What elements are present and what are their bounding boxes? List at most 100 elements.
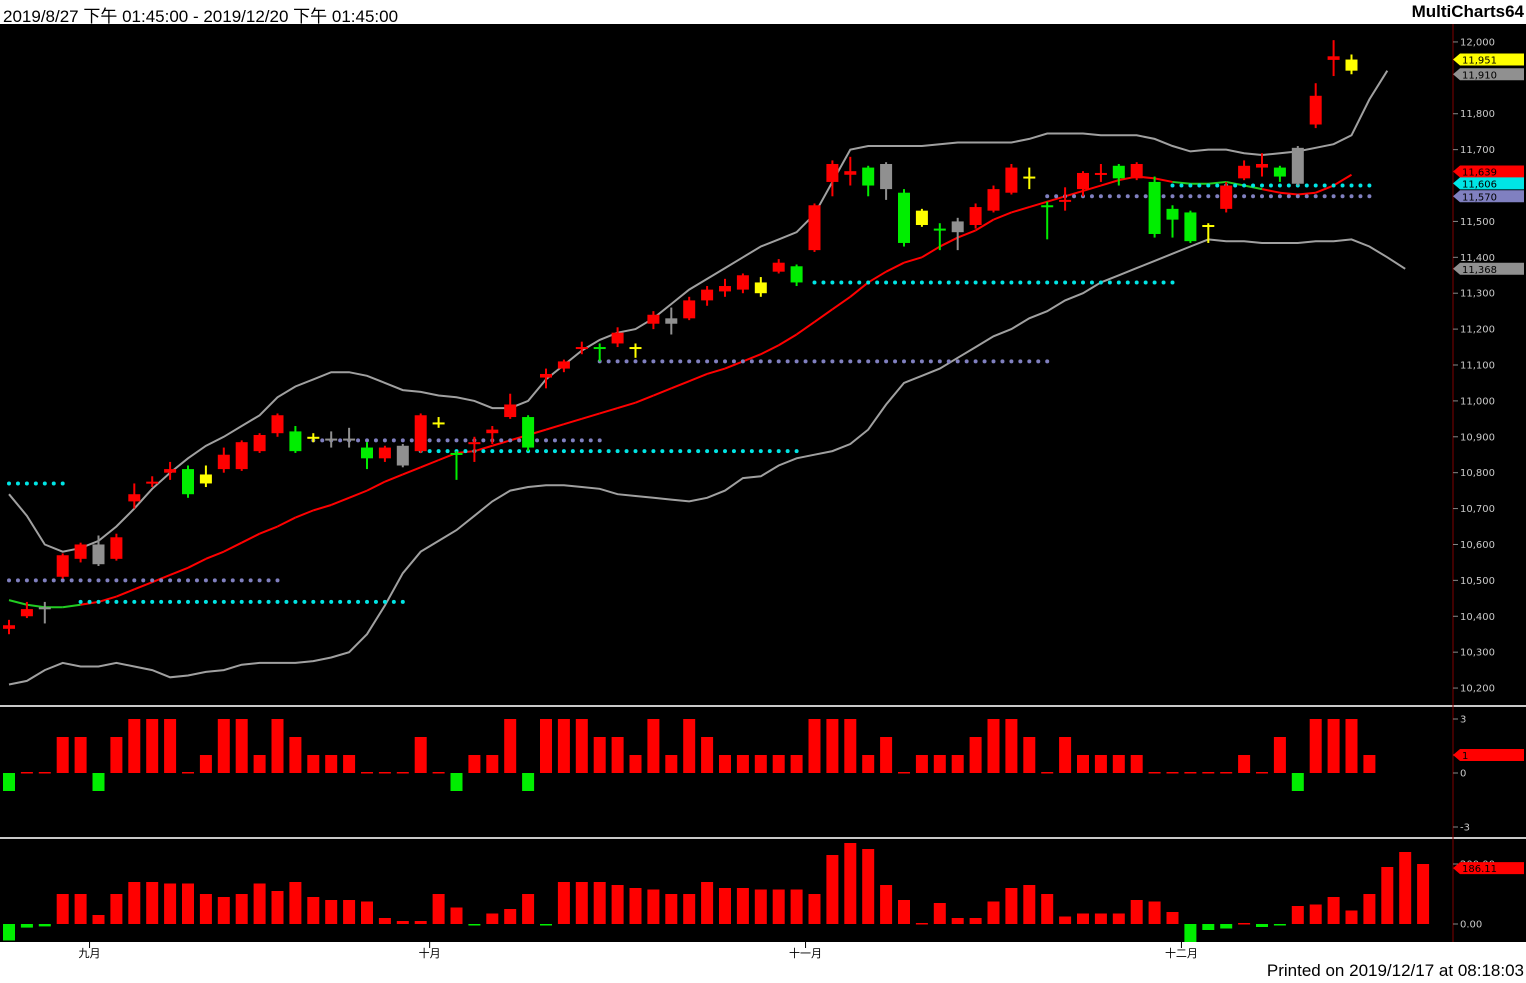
- support-dot-cyan: [150, 599, 155, 604]
- support-dot-purple: [821, 359, 826, 364]
- support-dot-cyan: [275, 599, 280, 604]
- indicator2-bar: [719, 888, 731, 924]
- support-dot-cyan: [284, 599, 289, 604]
- support-dot-purple: [1322, 194, 1327, 199]
- candle-body: [271, 415, 284, 434]
- support-dot-cyan: [848, 280, 853, 285]
- indicator2-bar: [951, 918, 964, 924]
- support-dot-cyan: [1277, 183, 1282, 188]
- candle-body: [808, 205, 821, 251]
- indicator2-bar: [665, 894, 678, 924]
- indicator1-bar: [432, 772, 445, 774]
- price-flag-label: 11,368: [1462, 265, 1497, 276]
- support-dot-purple: [1349, 194, 1354, 199]
- support-dot-cyan: [1063, 280, 1068, 285]
- candle-body: [164, 469, 177, 473]
- moving-average-segment: [706, 367, 726, 375]
- support-dot-purple: [445, 438, 450, 443]
- support-dot-cyan: [203, 599, 208, 604]
- support-dot-cyan: [1206, 183, 1211, 188]
- moving-average-segment: [1208, 180, 1227, 185]
- support-dot-purple: [266, 578, 271, 583]
- support-dot-cyan: [329, 599, 334, 604]
- indicator1-bar: [1166, 772, 1179, 774]
- support-dot-purple: [69, 578, 74, 583]
- indicator2-bar: [933, 903, 946, 924]
- support-dot-purple: [1215, 194, 1220, 199]
- indicator2-panel[interactable]: [3, 843, 1430, 944]
- support-dot-cyan: [1313, 183, 1318, 188]
- support-dot-cyan: [839, 280, 844, 285]
- support-dot-cyan: [391, 599, 396, 604]
- candle-body: [146, 481, 159, 484]
- indicator2-bar: [575, 882, 588, 924]
- support-dot-cyan: [812, 280, 817, 285]
- support-dot-purple: [866, 359, 871, 364]
- support-dot-purple: [705, 359, 710, 364]
- indicator2-bar: [20, 924, 33, 928]
- support-dot-purple: [973, 359, 978, 364]
- support-dot-purple: [1313, 194, 1318, 199]
- support-dot-purple: [579, 438, 584, 443]
- indicator2-bar: [701, 882, 714, 924]
- indicator2-bar: [808, 894, 821, 924]
- moving-average-segment: [993, 211, 1012, 221]
- indicator2-bar: [1345, 910, 1358, 924]
- support-dot-purple: [606, 359, 611, 364]
- support-dot-cyan: [96, 599, 101, 604]
- support-dot-cyan: [490, 449, 495, 454]
- moving-average-segment: [277, 516, 296, 528]
- support-dot-purple: [544, 438, 548, 443]
- indicator2-bar: [611, 885, 624, 924]
- price-scale[interactable]: 12,000 11,800 11,700 11,500 11,400 11,300 11,2…: [1452, 24, 1524, 942]
- indicator1-tick-label: -3: [1460, 823, 1470, 834]
- indicator1-panel[interactable]: [0, 719, 1526, 839]
- support-dot-cyan: [1152, 280, 1157, 285]
- support-dot-purple: [508, 438, 513, 443]
- support-dot-cyan: [177, 599, 182, 604]
- support-dot-purple: [928, 359, 933, 364]
- support-dot-cyan: [884, 280, 889, 285]
- support-dot-purple: [132, 578, 137, 583]
- moving-average-segment: [223, 541, 243, 553]
- candle-body: [754, 282, 767, 294]
- support-dot-purple: [597, 438, 602, 443]
- support-dot-cyan: [973, 280, 978, 285]
- support-dot-cyan: [1116, 280, 1121, 285]
- support-dot-cyan: [373, 599, 378, 604]
- support-dot-purple: [955, 359, 960, 364]
- indicator1-bar: [611, 737, 624, 773]
- indicator1-bar: [683, 719, 696, 773]
- support-dot-purple: [517, 438, 522, 443]
- support-dot-purple: [1000, 359, 1005, 364]
- support-dot-purple: [60, 578, 65, 583]
- indicator2-bar: [253, 883, 266, 924]
- indicator2-bar: [1059, 916, 1072, 924]
- support-dot-purple: [203, 578, 208, 583]
- support-dot-cyan: [382, 599, 387, 604]
- indicator2-bar: [128, 882, 141, 924]
- indicator2-bar: [1041, 894, 1054, 924]
- support-dot-cyan: [857, 280, 862, 285]
- candle-body: [790, 266, 803, 283]
- support-dot-purple: [1170, 194, 1175, 199]
- support-dot-purple: [794, 359, 799, 364]
- support-dot-purple: [454, 438, 459, 443]
- moving-average-segment: [366, 480, 386, 492]
- chart-area[interactable]: 12,000 11,800 11,700 11,500 11,400 11,300 11,2…: [0, 24, 1526, 961]
- indicator1-bar: [271, 719, 284, 773]
- indicator1-bar: [1238, 755, 1251, 773]
- indicator1-bar: [826, 719, 839, 773]
- support-dot-purple: [382, 438, 387, 443]
- indicator2-bar: [182, 883, 194, 924]
- price-panel[interactable]: [0, 40, 1526, 707]
- candle-body: [1005, 167, 1018, 193]
- indicator2-bar: [522, 894, 535, 924]
- moving-average-segment: [635, 394, 654, 404]
- support-dot-purple: [1286, 194, 1291, 199]
- indicator2-bar: [593, 882, 606, 924]
- moving-average-segment: [259, 525, 278, 535]
- moving-average-segment: [599, 407, 618, 415]
- indicator1-bar: [1094, 755, 1107, 773]
- support-dot-purple: [1340, 194, 1345, 199]
